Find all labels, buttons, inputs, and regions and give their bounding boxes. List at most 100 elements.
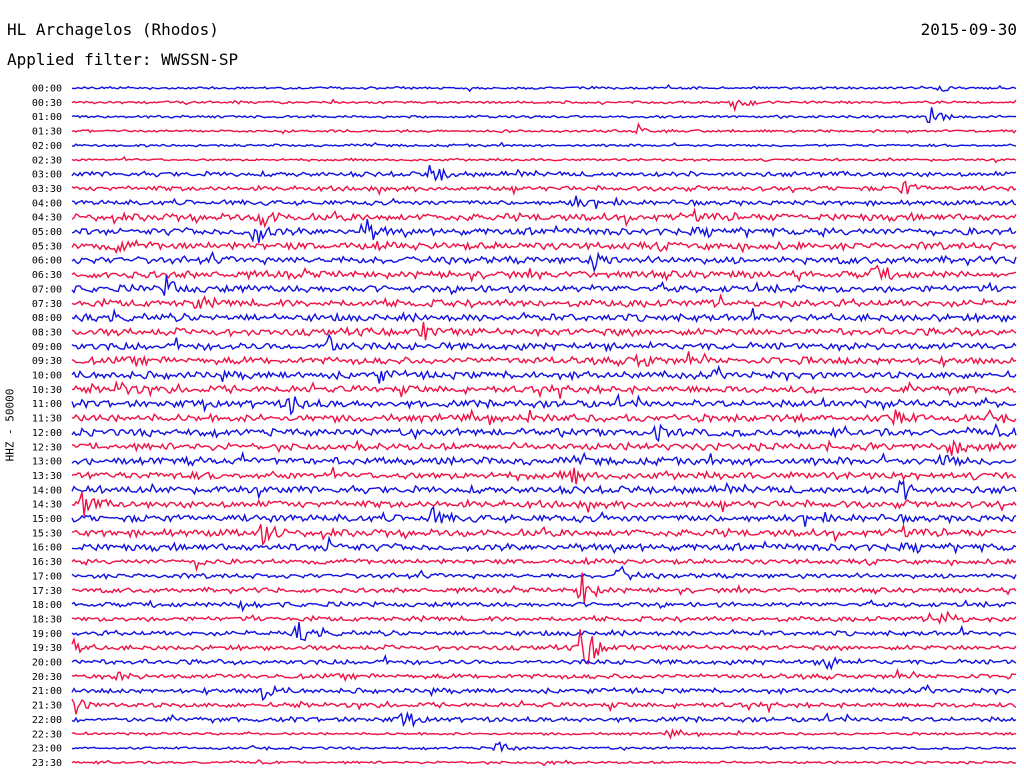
row-time-label: 21:30 — [32, 701, 62, 712]
trace-row — [71, 505, 1017, 527]
row-time-label: 12:30 — [32, 442, 62, 453]
row-time-label: 11:00 — [32, 399, 62, 410]
row-time-label: 15:00 — [32, 514, 62, 525]
trace-row — [71, 164, 1017, 182]
trace-row — [71, 450, 1017, 467]
trace-row — [71, 466, 1017, 485]
row-time-label: 02:00 — [32, 141, 62, 152]
row-time-label: 18:30 — [32, 614, 62, 625]
row-time-label: 17:30 — [32, 586, 62, 597]
row-time-label: 12:00 — [32, 428, 62, 439]
trace-row — [71, 392, 1017, 416]
trace-row — [71, 522, 1017, 547]
row-time-label: 09:30 — [32, 356, 62, 367]
row-time-label: 07:00 — [32, 284, 62, 295]
trace-row — [71, 610, 1017, 626]
row-time-label: 21:00 — [32, 686, 62, 697]
trace-row — [71, 683, 1017, 702]
trace-row — [71, 491, 1017, 516]
trace-row — [71, 556, 1017, 573]
row-time-label: 07:30 — [32, 299, 62, 310]
trace-row — [71, 535, 1017, 555]
row-time-label: 09:00 — [32, 342, 62, 353]
row-time-label: 01:00 — [32, 112, 62, 123]
row-time-label: 22:00 — [32, 715, 62, 726]
row-time-label: 19:00 — [32, 629, 62, 640]
row-time-label: 06:00 — [32, 256, 62, 267]
row-time-label: 23:30 — [32, 758, 62, 769]
row-time-label: 13:00 — [32, 457, 62, 468]
trace-row — [71, 155, 1017, 164]
trace-row — [71, 439, 1017, 456]
row-time-label: 13:30 — [32, 471, 62, 482]
trace-row — [71, 107, 1017, 124]
trace-row — [71, 275, 1017, 296]
date-label: 2015-09-30 — [920, 20, 1017, 39]
row-time-label: 11:30 — [32, 414, 62, 425]
trace-row — [71, 307, 1017, 324]
row-time-label: 00:00 — [32, 84, 62, 95]
row-time-label: 03:00 — [32, 170, 62, 181]
trace-row — [71, 408, 1017, 427]
trace-row — [71, 622, 1017, 642]
row-time-label: 00:30 — [32, 98, 62, 109]
row-time-label: 08:00 — [32, 313, 62, 324]
trace-row — [71, 264, 1017, 283]
filter-label: Applied filter: WWSSN-SP — [7, 50, 239, 69]
row-time-label: 02:30 — [32, 155, 62, 166]
traces — [71, 83, 1017, 767]
row-time-label: 20:00 — [32, 658, 62, 669]
row-time-label: 15:30 — [32, 528, 62, 539]
station-title: HL Archagelos (Rhodos) — [7, 20, 219, 39]
trace-row — [71, 629, 1017, 665]
trace-row — [71, 98, 1017, 113]
row-time-label: 16:30 — [32, 557, 62, 568]
trace-row — [71, 710, 1017, 728]
trace-row — [71, 599, 1017, 613]
trace-row — [71, 207, 1017, 229]
row-time-label: 04:30 — [32, 213, 62, 224]
time-labels: 00:00 00:30 01:00 01:30 02:00 02:30 03:00 03:30… — [32, 84, 62, 769]
trace-row — [71, 122, 1017, 135]
row-time-label: 16:00 — [32, 543, 62, 554]
trace-row — [71, 758, 1017, 767]
trace-row — [71, 479, 1017, 501]
row-time-label: 03:30 — [32, 184, 62, 195]
trace-row — [71, 351, 1017, 369]
row-time-label: 14:30 — [32, 500, 62, 511]
trace-row — [71, 667, 1017, 683]
row-time-label: 23:00 — [32, 744, 62, 755]
row-time-label: 14:00 — [32, 485, 62, 496]
row-time-label: 08:30 — [32, 327, 62, 338]
trace-row — [71, 364, 1017, 384]
trace-row — [71, 333, 1017, 353]
trace-row — [71, 422, 1017, 443]
trace-row — [71, 180, 1017, 196]
trace-row — [71, 321, 1017, 341]
row-time-label: 10:00 — [32, 371, 62, 382]
trace-row — [71, 379, 1017, 399]
trace-row — [71, 83, 1017, 93]
trace-row — [71, 238, 1017, 255]
trace-row — [71, 653, 1017, 671]
row-time-label: 05:30 — [32, 241, 62, 252]
trace-row — [71, 195, 1017, 209]
row-time-label: 18:00 — [32, 600, 62, 611]
trace-row — [71, 727, 1017, 740]
trace-row — [71, 292, 1017, 309]
row-time-label: 17:00 — [32, 571, 62, 582]
row-time-label: 05:00 — [32, 227, 62, 238]
row-time-label: 19:30 — [32, 643, 62, 654]
row-time-label: 10:30 — [32, 385, 62, 396]
row-time-label: 20:30 — [32, 672, 62, 683]
trace-row — [71, 250, 1017, 274]
row-time-label: 06:30 — [32, 270, 62, 281]
row-time-label: 22:30 — [32, 729, 62, 740]
trace-row — [71, 141, 1017, 148]
trace-row — [71, 698, 1017, 715]
trace-row — [71, 565, 1017, 581]
trace-row — [71, 740, 1017, 753]
row-time-label: 04:00 — [32, 198, 62, 209]
row-time-label: 01:30 — [32, 127, 62, 138]
